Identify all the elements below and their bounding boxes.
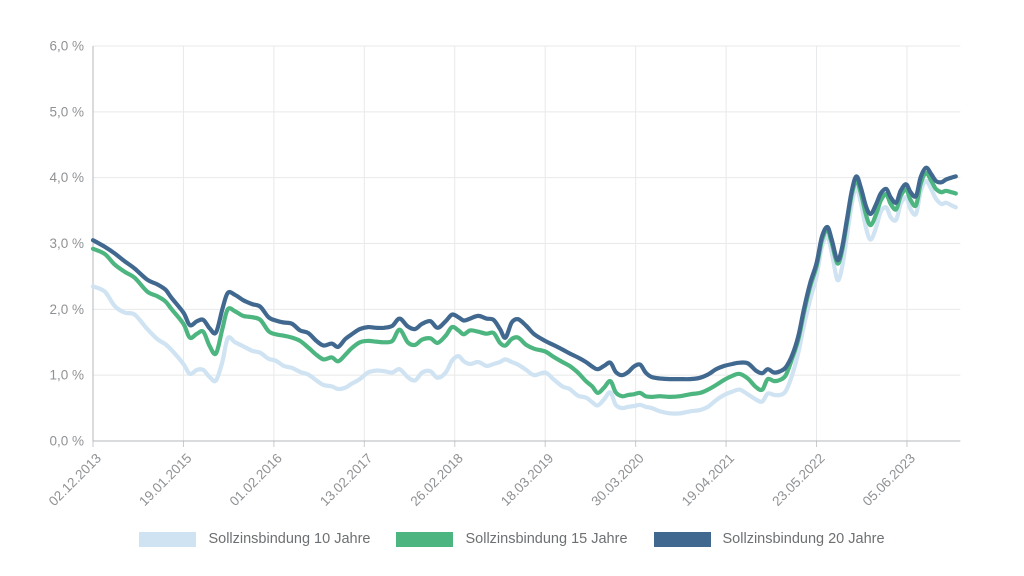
series-line-sollzinsbindung-20-jahre <box>90 165 958 382</box>
legend-item-sollzinsbindung-10-jahre[interactable]: Sollzinsbindung 10 Jahre <box>139 531 370 547</box>
legend-label-10-jahre: Sollzinsbindung 10 Jahre <box>208 531 371 547</box>
x-axis-tick-label: 23.05.2022 <box>769 451 827 509</box>
x-axis-tick-label: 01.02.2016 <box>227 451 285 509</box>
x-axis-tick-label: 19.01.2015 <box>136 451 194 509</box>
legend-label-20-jahre: Sollzinsbindung 20 Jahre <box>722 531 885 547</box>
x-axis-tick-label: 02.12.2013 <box>46 451 104 509</box>
legend-item-sollzinsbindung-20-jahre[interactable]: Sollzinsbindung 20 Jahre <box>653 531 885 547</box>
legend-swatch-20-jahre <box>653 531 711 547</box>
y-axis-tick-label: 4,0 % <box>49 170 84 185</box>
y-axis-tick-label: 6,0 % <box>49 39 84 54</box>
legend-label-15-jahre: Sollzinsbindung 15 Jahre <box>465 531 628 547</box>
series-line-sollzinsbindung-10-jahre <box>90 178 958 416</box>
legend-swatch-15-jahre <box>396 531 454 547</box>
y-axis-tick-label: 3,0 % <box>49 236 84 251</box>
y-axis-tick-label: 5,0 % <box>49 104 84 119</box>
x-axis-tick-label: 13.02.2017 <box>317 451 375 509</box>
legend-swatch-10-jahre <box>139 531 197 547</box>
legend-item-sollzinsbindung-15-jahre[interactable]: Sollzinsbindung 15 Jahre <box>396 531 628 547</box>
x-axis-tick-label: 05.06.2023 <box>860 451 918 509</box>
chart-legend: Sollzinsbindung 10 Jahre Sollzinsbindung… <box>0 531 1024 547</box>
y-axis-tick-label: 1,0 % <box>49 368 84 383</box>
x-axis-tick-label: 19.04.2021 <box>679 451 737 509</box>
y-axis-tick-label: 0,0 % <box>49 434 84 449</box>
x-axis-tick-label: 18.03.2019 <box>498 451 556 509</box>
x-axis-tick-label: 30.03.2020 <box>588 451 646 509</box>
x-axis-tick-label: 26.02.2018 <box>407 451 465 509</box>
y-axis-tick-label: 2,0 % <box>49 302 84 317</box>
